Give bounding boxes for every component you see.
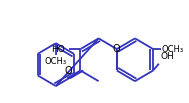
- Text: OH: OH: [161, 52, 174, 61]
- Text: HO: HO: [51, 45, 65, 54]
- Text: O: O: [65, 66, 72, 76]
- Text: OCH₃: OCH₃: [162, 45, 184, 54]
- Text: O: O: [113, 44, 121, 54]
- Text: OCH₃: OCH₃: [45, 57, 67, 66]
